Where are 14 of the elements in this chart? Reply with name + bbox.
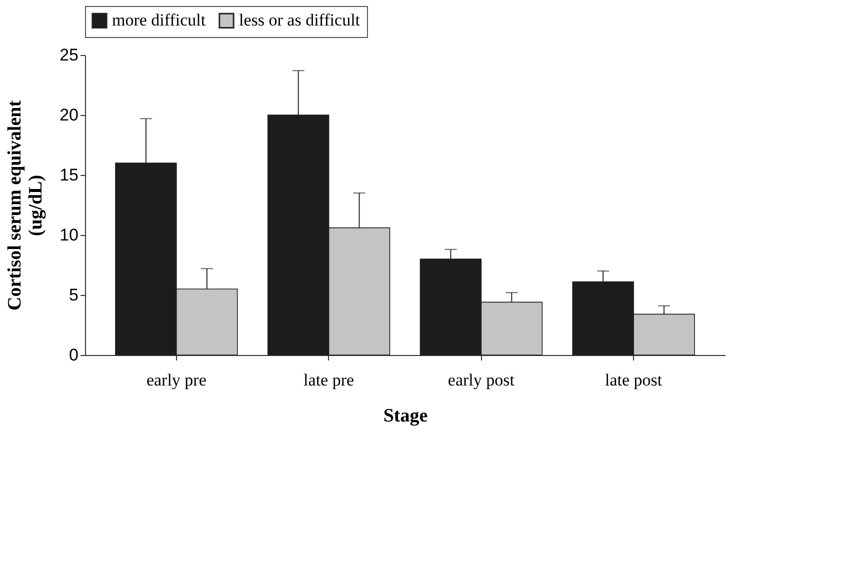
- y-tick-label: 15: [60, 166, 78, 184]
- x-axis-title: Stage: [383, 406, 428, 426]
- x-tick-label: late pre: [304, 370, 354, 390]
- x-tick-label: late post: [605, 370, 662, 390]
- y-tick-label: 25: [60, 46, 78, 64]
- x-tick-label: early post: [448, 370, 515, 390]
- y-tick-label: 10: [60, 226, 78, 244]
- legend-label: less or as difficult: [239, 10, 360, 30]
- y-tick-label: 0: [69, 346, 78, 364]
- y-tick-label: 5: [69, 286, 78, 304]
- legend-label: more difficult: [112, 10, 206, 30]
- y-tick-label: 20: [60, 106, 78, 124]
- x-tick-label: early pre: [146, 370, 206, 390]
- y-axis-title: Cortisol serum equivalent (ug/dL): [4, 100, 47, 311]
